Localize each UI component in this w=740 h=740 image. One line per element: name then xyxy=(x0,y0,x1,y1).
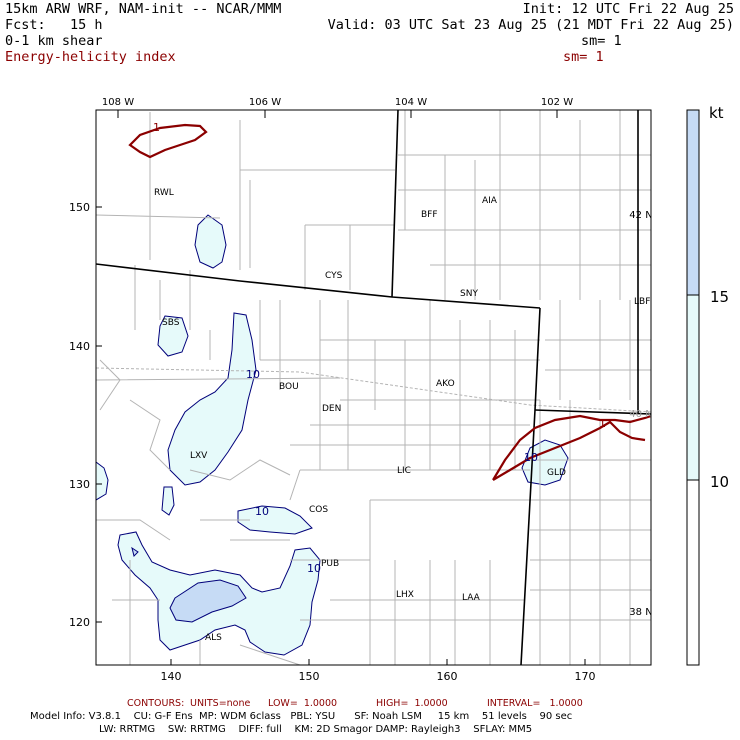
city-label: GLD xyxy=(547,468,566,478)
shear-contour-labels: 10 10 10 10 xyxy=(246,368,538,575)
colorbar-segment-10-15 xyxy=(687,295,699,480)
lon-label-102w: 102 W xyxy=(541,97,573,108)
plot-frame xyxy=(95,109,652,666)
y-tick-label: 150 xyxy=(69,201,90,214)
x-tick-label: 160 xyxy=(437,670,458,683)
contours-low: LOW= 1.0000 xyxy=(268,698,338,709)
contours-high: HIGH= 1.0000 xyxy=(376,698,448,709)
field1-name: 0-1 km shear xyxy=(5,33,103,49)
shear-contour-label: 10 xyxy=(524,451,538,464)
colorbar-level-label: 15 xyxy=(710,288,729,306)
city-label: DEN xyxy=(322,404,341,414)
shear-region-front-range xyxy=(167,312,257,486)
shear-contour-label: 10 xyxy=(246,368,260,381)
latitude-labels: 42 N 40 N 38 N xyxy=(629,210,652,618)
grid-axis-labels: 140 150 160 170 150 140 130 120 xyxy=(69,201,596,683)
init-time: Init: 12 UTC Fri 22 Aug 25 xyxy=(522,1,734,17)
model-title: 15km ARW WRF, NAM-init -- NCAR/MMM xyxy=(5,1,282,17)
city-label: AKO xyxy=(436,379,455,389)
city-label: LXV xyxy=(190,451,208,461)
shear-region-west-edge xyxy=(96,461,109,501)
contours-units: UNITS=none xyxy=(190,698,251,709)
shear-region-wy xyxy=(194,214,227,269)
valid-time: Valid: 03 UTC Sat 23 Aug 25 (21 MDT Fri … xyxy=(327,17,734,33)
city-label: PUB xyxy=(321,559,339,569)
grid-axis-ticks xyxy=(96,206,586,665)
shear-contour-label: 10 xyxy=(255,505,269,518)
colorbar-segment-above-15 xyxy=(687,110,699,295)
x-tick-label: 170 xyxy=(575,670,596,683)
city-label: SBS xyxy=(162,318,180,328)
city-label: BOU xyxy=(279,382,299,392)
colorbar-segment-below-10 xyxy=(687,480,699,665)
city-label: SNY xyxy=(460,289,478,299)
model-info-line1: Model Info: V3.8.1 CU: G-F Ens MP: WDM 6… xyxy=(30,711,573,722)
forecast-map: RWL BFF AIA CYS SNY LBF SBS BOU DEN AKO … xyxy=(69,97,729,683)
field1-smooth: sm= 1 xyxy=(581,33,622,49)
ehi-contour-ks xyxy=(492,414,651,481)
x-tick-label: 150 xyxy=(299,670,320,683)
field2-smooth: sm= 1 xyxy=(563,49,604,65)
city-label: COS xyxy=(309,505,328,515)
city-label: LIC xyxy=(397,466,411,476)
city-label: RWL xyxy=(154,188,174,198)
colorbar-level-label: 10 xyxy=(710,473,729,491)
plot-area xyxy=(96,110,651,665)
latitude-40n-line xyxy=(96,367,651,413)
city-label: AIA xyxy=(482,196,498,206)
lat-label-38n: 38 N xyxy=(629,607,652,618)
city-label: ALS xyxy=(205,633,222,643)
city-label: LBF xyxy=(634,297,650,307)
longitude-labels: 108 W 106 W 104 W 102 W xyxy=(102,97,573,108)
x-tick-label: 140 xyxy=(161,670,182,683)
shear-core-small xyxy=(131,546,139,557)
ehi-contours xyxy=(128,123,651,481)
lon-label-104w: 104 W xyxy=(395,97,427,108)
colorbar-frame xyxy=(686,109,700,666)
city-label: LAA xyxy=(462,593,481,603)
ehi-contour-wy xyxy=(128,123,208,159)
contours-interval: INTERVAL= 1.0000 xyxy=(487,698,583,709)
model-info-line2: LW: RRTMG SW: RRTMG DIFF: full KM: 2D Sm… xyxy=(99,724,533,735)
lon-label-108w: 108 W xyxy=(102,97,134,108)
county-boundaries xyxy=(96,110,651,665)
shear-fill-15kt xyxy=(131,546,247,623)
shear-region-cos xyxy=(237,505,313,535)
ehi-contour-label: 1 xyxy=(153,121,160,134)
forecast-hour: Fcst: 15 h xyxy=(5,17,103,33)
city-label: LHX xyxy=(396,590,414,600)
longitude-ticks xyxy=(117,110,558,118)
shear-region-sw-island xyxy=(161,486,175,516)
shear-core-south xyxy=(169,579,247,623)
lon-label-106w: 106 W xyxy=(249,97,281,108)
y-tick-label: 130 xyxy=(69,478,90,491)
city-label: BFF xyxy=(421,210,438,220)
shear-contour-label: 10 xyxy=(307,562,321,575)
city-labels: RWL BFF AIA CYS SNY LBF SBS BOU DEN AKO … xyxy=(154,188,650,643)
city-label: CYS xyxy=(325,271,343,281)
y-tick-label: 120 xyxy=(69,616,90,629)
lat-label-42n: 42 N xyxy=(629,210,652,221)
colorbar-units: kt xyxy=(709,104,724,122)
ehi-contour-labels: 1 1 xyxy=(153,121,606,430)
colorbar: kt 15 10 xyxy=(686,104,729,666)
ehi-contour-label: 1 xyxy=(599,417,606,430)
state-boundaries xyxy=(96,110,651,665)
field2-name: Energy-helicity index xyxy=(5,49,176,65)
shear-region-sbs xyxy=(157,315,189,357)
lat-label-40n: 40 N xyxy=(629,409,652,420)
contours-label: CONTOURS: xyxy=(127,698,185,709)
y-tick-label: 140 xyxy=(69,340,90,353)
